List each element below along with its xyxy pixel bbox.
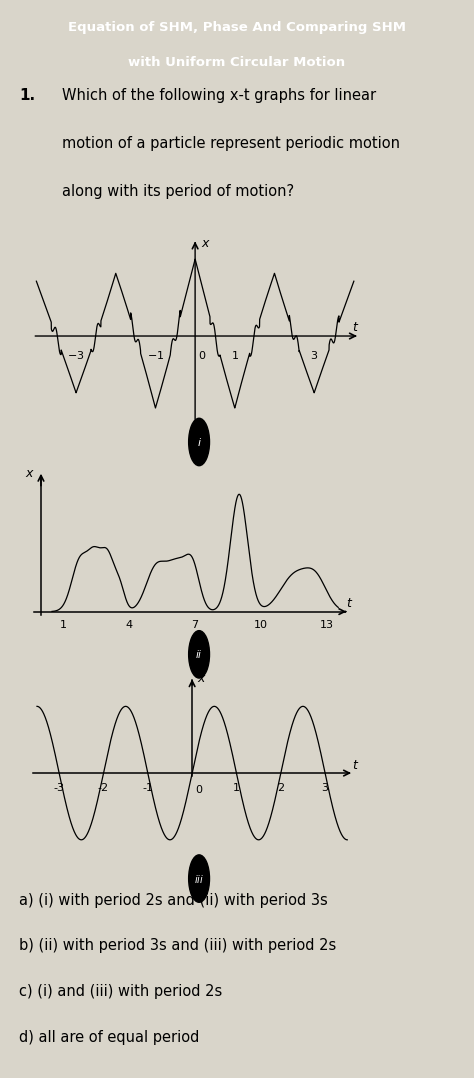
Text: a) (i) with period 2s and (ii) with period 3s: a) (i) with period 2s and (ii) with peri… [18,893,328,908]
Text: d) all are of equal period: d) all are of equal period [18,1031,199,1046]
Text: 3: 3 [321,783,328,793]
Text: 1.: 1. [19,88,35,103]
Text: $-1$: $-1$ [147,348,164,361]
Text: 13: 13 [320,620,334,630]
Text: $3$: $3$ [310,348,318,361]
Text: $t$: $t$ [352,321,359,334]
Text: $x$: $x$ [25,467,35,480]
Text: along with its period of motion?: along with its period of motion? [62,184,294,199]
Text: 7: 7 [191,620,199,630]
Text: 10: 10 [254,620,268,630]
Text: -2: -2 [98,783,109,793]
Text: c) (i) and (iii) with period 2s: c) (i) and (iii) with period 2s [18,984,222,999]
Text: -1: -1 [142,783,153,793]
Text: Equation of SHM, Phase And Comparing SHM: Equation of SHM, Phase And Comparing SHM [68,20,406,33]
Text: $0$: $0$ [195,783,203,796]
Text: 1: 1 [233,783,240,793]
Text: motion of a particle represent periodic motion: motion of a particle represent periodic … [62,136,400,151]
Text: $iii$: $iii$ [194,872,204,885]
Text: -3: -3 [54,783,64,793]
Text: 1: 1 [60,620,66,630]
Text: $t$: $t$ [346,597,353,610]
Text: $t$: $t$ [352,759,359,772]
Text: $i$: $i$ [197,436,201,448]
Text: $ii$: $ii$ [195,648,203,661]
Text: with Uniform Circular Motion: with Uniform Circular Motion [128,56,346,69]
Circle shape [189,855,210,902]
Circle shape [189,418,210,466]
Text: $1$: $1$ [231,348,239,361]
Text: $x$: $x$ [201,236,211,250]
Circle shape [189,631,210,678]
Text: b) (ii) with period 3s and (iii) with period 2s: b) (ii) with period 3s and (iii) with pe… [18,938,336,953]
Text: 2: 2 [277,783,284,793]
Text: $-3$: $-3$ [67,348,85,361]
Text: $x$: $x$ [197,672,206,685]
Text: Which of the following x-t graphs for linear: Which of the following x-t graphs for li… [62,88,376,103]
Text: 4: 4 [126,620,133,630]
Text: $0$: $0$ [198,348,206,361]
